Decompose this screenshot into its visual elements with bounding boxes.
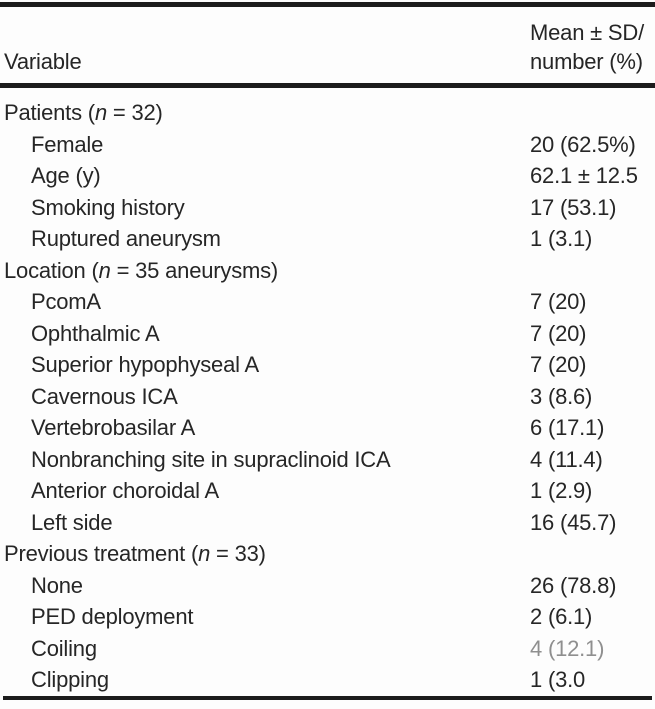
column-header-value: Mean ± SD/ number (%) xyxy=(530,18,655,76)
row-value: 3 (8.6) xyxy=(530,383,593,409)
column-header-value-line2: number (%) xyxy=(530,49,643,74)
row-label: Superior hypophyseal A xyxy=(0,349,530,381)
row-label-text: Anterior choroidal A xyxy=(31,478,219,503)
table-top-rule xyxy=(0,2,655,7)
row-label-text: Ruptured aneurysm xyxy=(31,226,221,251)
row-value: 7 (20) xyxy=(530,320,587,346)
row-label-n-italic: n xyxy=(98,257,111,283)
row-label: Smoking history xyxy=(0,192,530,224)
row-value: 2 (6.1) xyxy=(530,604,593,629)
row-label: Left side xyxy=(0,507,530,539)
row-value: 62.1 ± 12.5 xyxy=(530,163,638,188)
table-row: Superior hypophyseal A 7 (20) xyxy=(0,349,655,381)
row-label-text: Age (y) xyxy=(31,163,101,188)
row-value: 1 (3.0 xyxy=(530,667,586,692)
row-label-text: Location ( xyxy=(4,257,99,283)
row-label-text: Female xyxy=(31,131,104,157)
table-bottom-rule xyxy=(3,695,652,700)
table-row: PED deployment 2 (6.1) xyxy=(0,601,655,633)
table-row: PcomA 7 (20) xyxy=(0,286,655,318)
row-label-text: Left side xyxy=(31,509,113,535)
table-header-row: Variable Mean ± SD/ number (%) xyxy=(0,7,655,83)
row-label-text: None xyxy=(31,572,83,598)
row-value: 20 (62.5%) xyxy=(530,131,636,157)
row-label-text: = 32) xyxy=(106,100,163,125)
table-section-row: Patients (n = 32) xyxy=(0,97,655,129)
table-row: Coiling 4 (12.1) xyxy=(0,633,655,665)
row-label: PED deployment xyxy=(0,601,530,633)
row-value: 26 (78.8) xyxy=(530,572,617,598)
row-label: Vertebrobasilar A xyxy=(0,412,530,444)
row-value: 1 (3.1) xyxy=(530,226,593,251)
row-label-text: PED deployment xyxy=(31,604,194,629)
row-value: 7 (20) xyxy=(530,289,587,314)
row-label: None xyxy=(0,570,530,602)
row-label: Patients (n = 32) xyxy=(0,97,530,129)
table-section-row: Location (n = 35 aneurysms) xyxy=(0,255,655,287)
column-header-value-line1: Mean ± SD/ xyxy=(530,20,645,45)
table-row: Smoking history 17 (53.1) xyxy=(0,192,655,224)
row-label-text: PcomA xyxy=(31,289,101,314)
row-label: Location (n = 35 aneurysms) xyxy=(0,255,530,287)
row-label-text: Superior hypophyseal A xyxy=(31,352,259,377)
table-section-row: Previous treatment (n = 33) xyxy=(0,538,655,570)
row-label-n-italic: n xyxy=(94,100,107,125)
column-header-variable: Variable xyxy=(4,49,82,74)
table-header-rule xyxy=(0,83,655,88)
row-value: 17 (53.1) xyxy=(530,194,617,220)
table-row: Ruptured aneurysm 1 (3.1) xyxy=(0,223,655,255)
table-row: Age (y) 62.1 ± 12.5 xyxy=(0,160,655,192)
table-row: Left side 16 (45.7) xyxy=(0,507,655,539)
row-value: 1 (2.9) xyxy=(530,478,593,503)
row-label-text: = 33) xyxy=(210,541,266,566)
row-label: Clipping xyxy=(0,664,530,696)
row-value: 4 (12.1) xyxy=(530,635,605,661)
table-row: None 26 (78.8) xyxy=(0,570,655,602)
row-label: Cavernous ICA xyxy=(0,381,530,413)
row-label: Ophthalmic A xyxy=(0,318,530,350)
row-label-text: Clipping xyxy=(31,667,109,692)
row-label-text: = 35 aneurysms) xyxy=(110,257,279,283)
row-label-text: Cavernous ICA xyxy=(31,383,178,409)
row-label-text: Smoking history xyxy=(31,194,185,220)
row-label-text: Coiling xyxy=(31,635,97,661)
row-label: Anterior choroidal A xyxy=(0,475,530,507)
row-label: Ruptured aneurysm xyxy=(0,223,530,255)
table-body: Patients (n = 32) Female 20 (62.5%) Age (y)… xyxy=(0,88,655,696)
row-value: 6 (17.1) xyxy=(530,415,605,440)
table-row: Female 20 (62.5%) xyxy=(0,129,655,161)
row-label-text: Previous treatment ( xyxy=(4,541,199,566)
row-label: Female xyxy=(0,129,530,161)
row-value: 7 (20) xyxy=(530,352,587,377)
table-row: Nonbranching site in supraclinoid ICA 4 (… xyxy=(0,444,655,476)
row-label: Previous treatment (n = 33) xyxy=(0,538,530,570)
table-row: Anterior choroidal A 1 (2.9) xyxy=(0,475,655,507)
row-label: Coiling xyxy=(0,633,530,665)
row-label-text: Ophthalmic A xyxy=(31,320,160,346)
table-row: Cavernous ICA 3 (8.6) xyxy=(0,381,655,413)
row-label: PcomA xyxy=(0,286,530,318)
row-label-n-italic: n xyxy=(198,541,211,566)
row-label: Nonbranching site in supraclinoid ICA xyxy=(0,444,530,476)
row-label-text: Vertebrobasilar A xyxy=(31,415,196,440)
table-row: Vertebrobasilar A 6 (17.1) xyxy=(0,412,655,444)
table-row: Ophthalmic A 7 (20) xyxy=(0,318,655,350)
row-value: 16 (45.7) xyxy=(530,509,617,535)
row-label-text: Nonbranching site in supraclinoid ICA xyxy=(31,446,391,472)
row-value: 4 (11.4) xyxy=(530,446,603,472)
table-row: Clipping 1 (3.0 xyxy=(0,664,655,696)
row-label-text: Patients ( xyxy=(4,100,95,125)
row-label: Age (y) xyxy=(0,160,530,192)
